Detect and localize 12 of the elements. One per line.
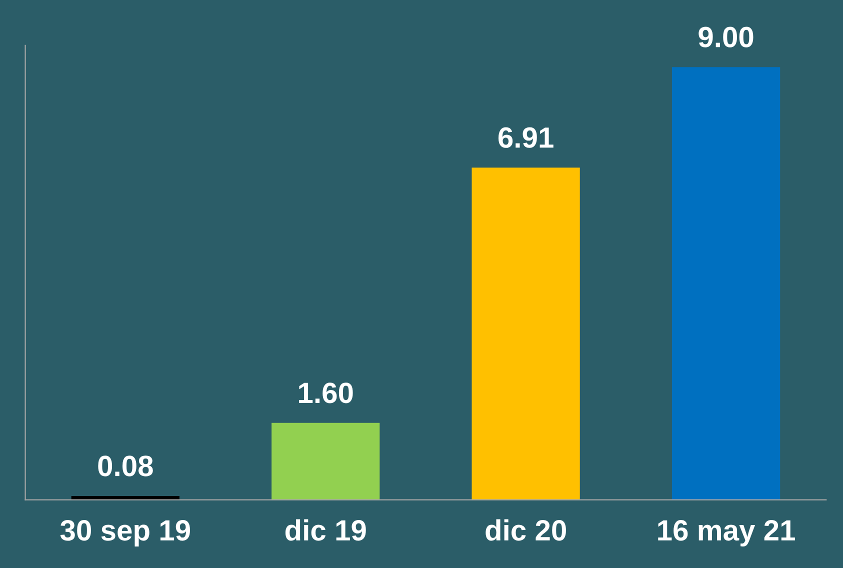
data-label: 0.08 [98,456,153,476]
bar [472,168,580,500]
x-tick-label: dic 20 [486,519,566,541]
data-label: 1.60 [299,382,353,404]
bar [672,67,780,500]
data-label: 9.00 [698,26,754,48]
bar [272,422,380,500]
x-tick-label: 30 sep 19 [60,520,190,546]
x-tick-label: 16 may 21 [658,520,795,546]
x-tick-label: dic 19 [285,519,366,541]
bar [71,496,180,500]
data-label: 6.91 [498,127,554,148]
